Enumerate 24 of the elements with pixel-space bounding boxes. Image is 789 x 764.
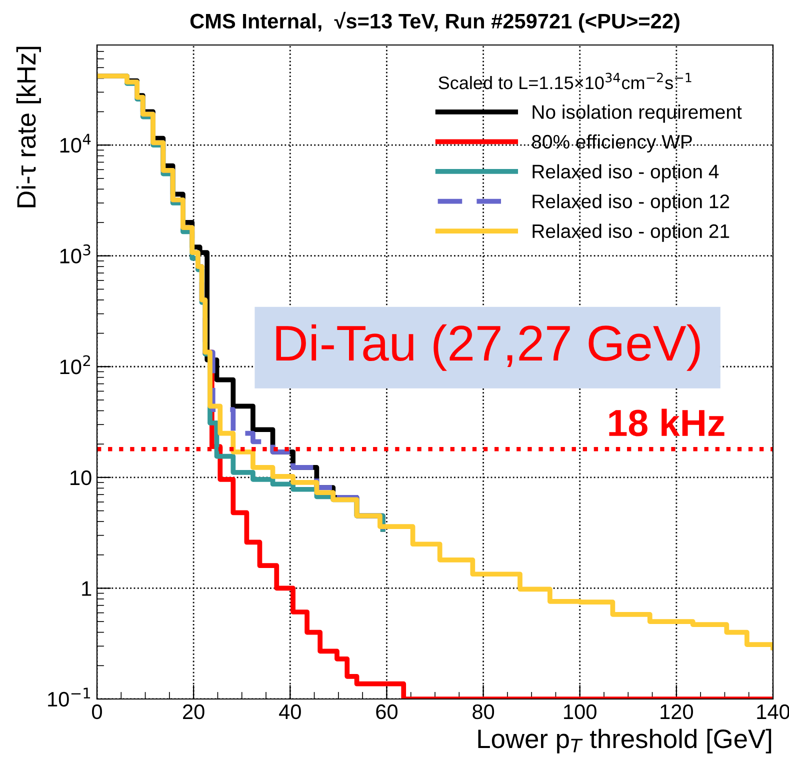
y-tick-label: 10$^{2}$ [60,355,90,374]
x-tick-label: 60 [376,704,398,720]
y-axis-title: Di-τ rate [kHz] [16,46,41,208]
legend-label: Relaxed iso - option 21 [532,224,730,242]
x-tick-label: 0 [92,704,102,720]
y-tick-label: 10 [70,470,92,486]
chart-title: CMS Internal, √s=13 TeV, Run #259721 (<PU>=22) [190,12,680,33]
x-tick-label: 40 [279,704,301,720]
x-tick-label: 20 [183,704,204,720]
legend-label: 80% efficiency WP [532,134,692,153]
x-tick-label: 120 [660,704,693,720]
annotation: Di-Tau (27,27 GeV) [276,324,700,371]
legend-label: No isolation requirement [532,104,742,123]
x-tick-label: 100 [564,704,596,720]
y-tick-label: 1 [82,581,92,596]
y-tick-label: 10$^{4}$ [60,134,91,153]
legend-label: Relaxed iso - option 4 [532,164,719,182]
y-tick-label: 10$^{−1}$ [48,688,90,707]
x-axis-title: Lower p$_{T}$ threshold [GeV] [478,728,772,754]
x-tick-label: 80 [472,704,494,720]
legend-title: Scaled to L=1.15×10$^{34}$cm$^{−2}$s$^{−1}$ [438,72,692,90]
ref-line-label: 18 kHz [609,408,724,436]
legend-label: Relaxed iso - option 12 [532,194,730,212]
y-tick-label: 10$^{3}$ [60,244,90,264]
